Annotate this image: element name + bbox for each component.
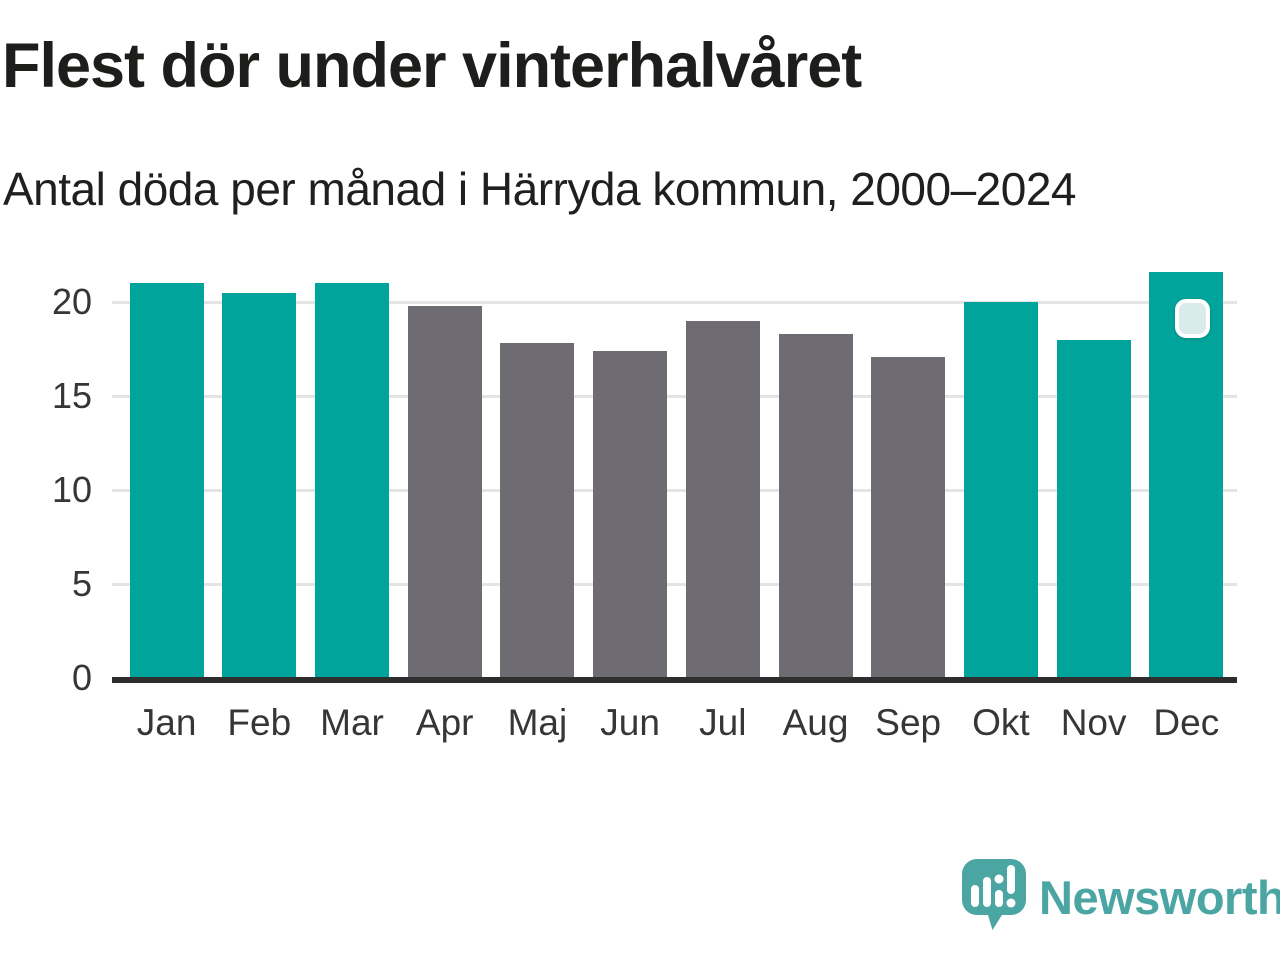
bar-feb [222, 292, 297, 678]
gridline-15 [112, 394, 1237, 398]
x-tick-label-okt: Okt [972, 702, 1030, 743]
x-tick-label-jun: Jun [600, 702, 660, 743]
x-tick-label-maj: Maj [507, 702, 568, 743]
x-tick-label-jul: Jul [699, 702, 747, 743]
gridline-5 [112, 582, 1237, 586]
gridline-10 [112, 488, 1237, 492]
y-tick-label-15: 15 [51, 375, 92, 416]
bar-sep [871, 356, 946, 678]
x-axis-line [112, 677, 1237, 683]
newsworthy-logo: Newsworthy [962, 858, 1280, 936]
highlight-marker [1174, 299, 1210, 338]
bar-maj [500, 343, 575, 678]
bar-jul [685, 320, 760, 678]
y-tick-label-0: 0 [71, 657, 92, 698]
x-tick-label-dec: Dec [1153, 702, 1220, 743]
bar-apr [407, 305, 482, 678]
newsworthy-logo-icon [962, 859, 1026, 930]
bar-mar [315, 283, 389, 678]
x-tick-label-aug: Aug [782, 702, 849, 743]
bar-aug [778, 333, 853, 678]
bar-jan [129, 283, 204, 678]
bar-nov [1056, 339, 1131, 678]
x-tick-label-mar: Mar [320, 702, 384, 743]
bar-jun [593, 350, 668, 678]
x-tick-label-apr: Apr [415, 702, 474, 743]
y-tick-label-5: 5 [71, 563, 92, 604]
x-tick-label-nov: Nov [1060, 702, 1127, 743]
x-tick-label-sep: Sep [875, 702, 942, 743]
newsworthy-logo-text: Newsworthy [1039, 870, 1280, 924]
y-tick-label-10: 10 [51, 469, 92, 510]
bar-dec [1149, 271, 1224, 678]
x-tick-label-jan: Jan [136, 702, 197, 743]
chart-title: Flest dör under vinterhalvåret [2, 31, 862, 101]
x-tick-label-feb: Feb [227, 702, 292, 743]
y-tick-label-20: 20 [51, 281, 92, 322]
bar-okt [963, 302, 1038, 678]
chart-subtitle: Antal döda per månad i Härryda kommun, 2… [3, 163, 1077, 215]
gridline-20 [112, 300, 1237, 304]
